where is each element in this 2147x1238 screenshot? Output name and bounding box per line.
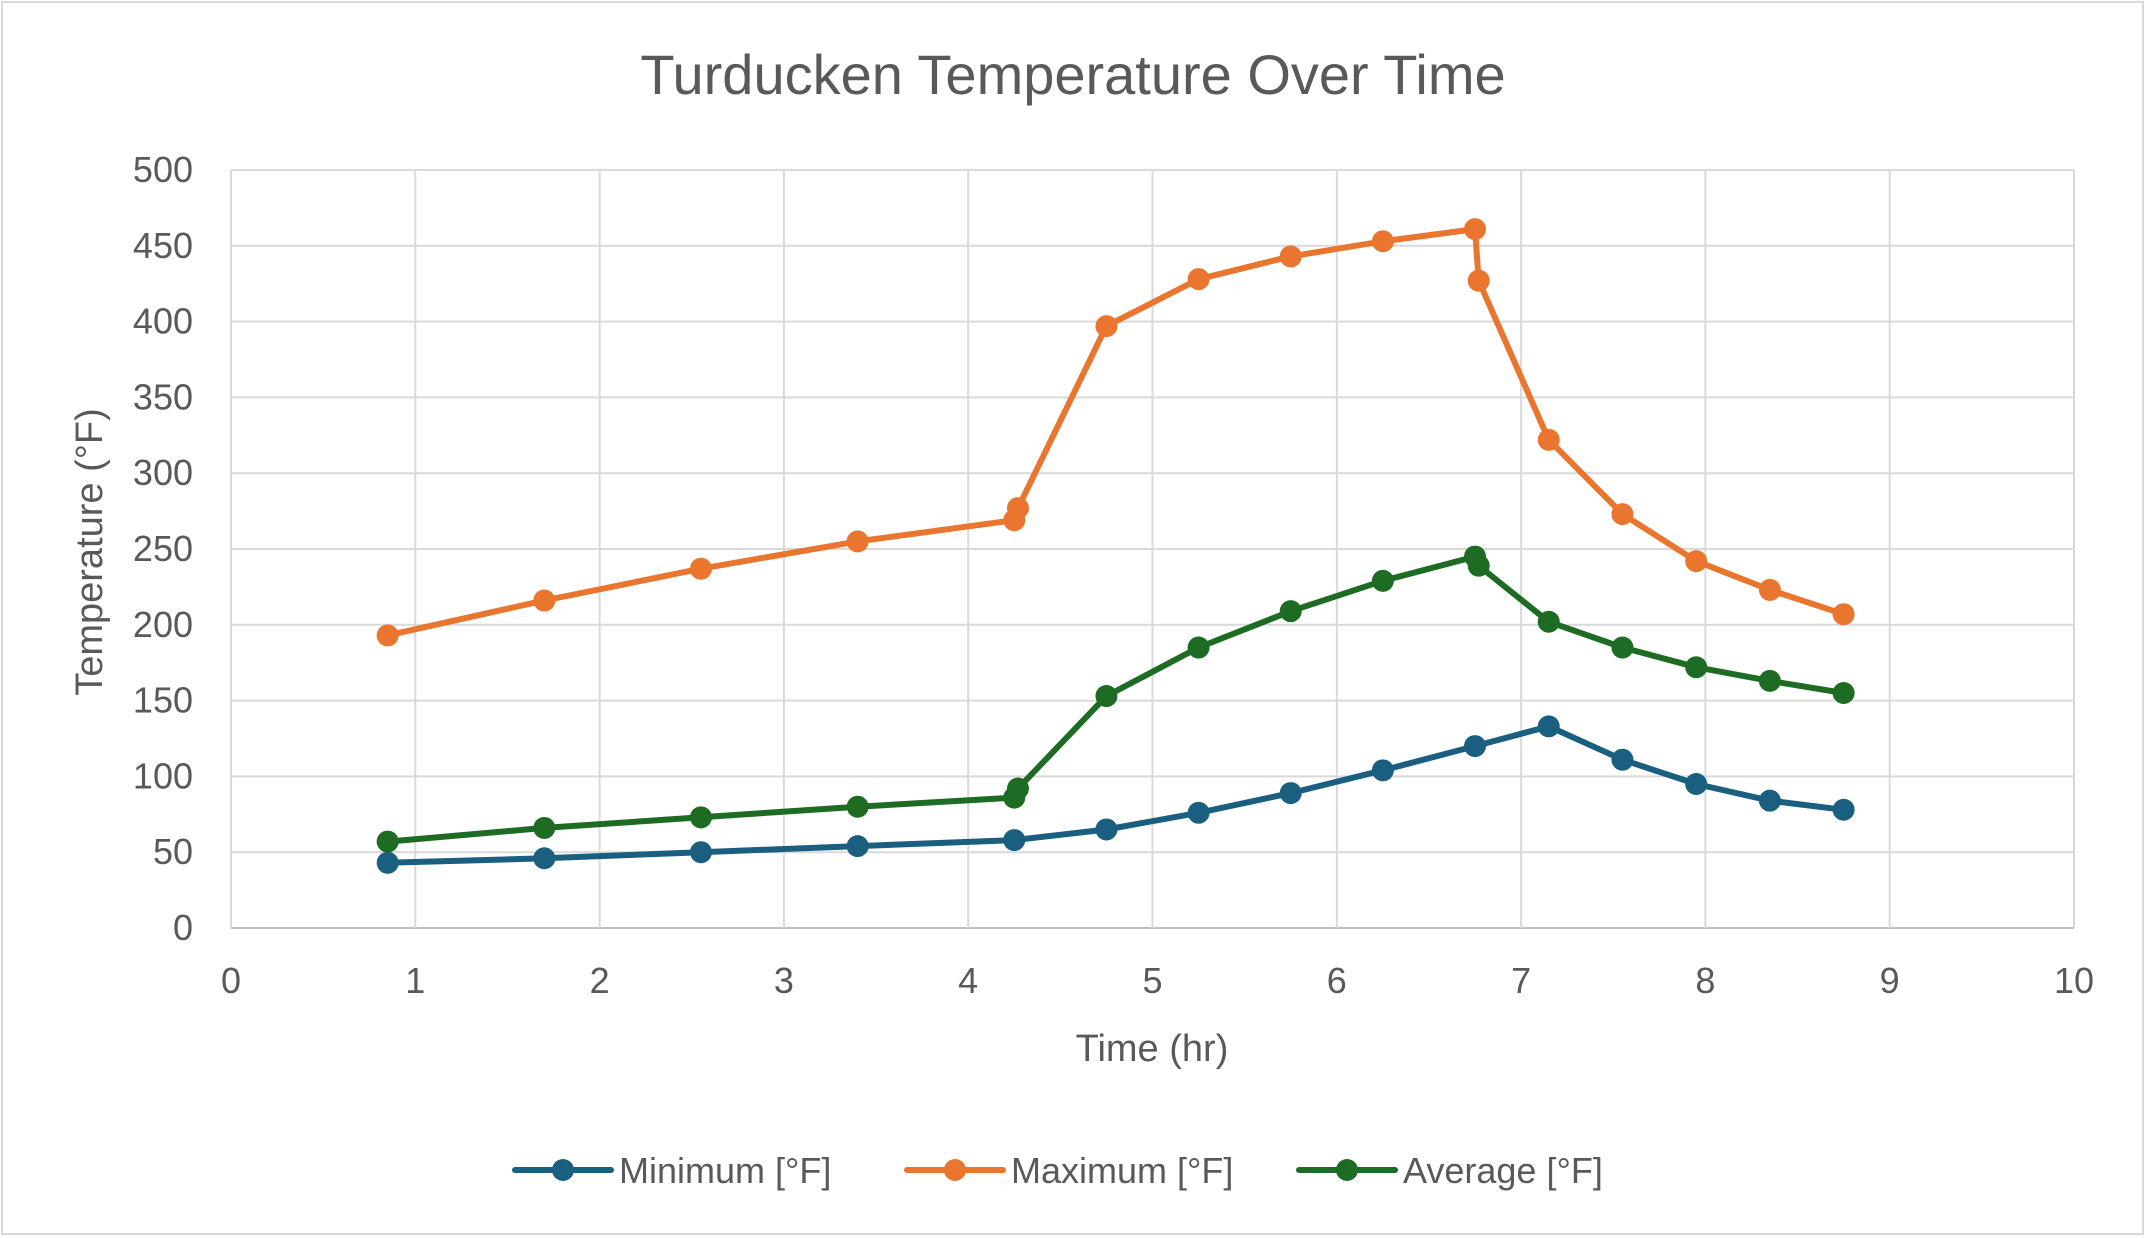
legend-label: Maximum [°F] bbox=[1011, 1150, 1233, 1191]
data-point bbox=[1279, 600, 1302, 623]
data-point bbox=[1095, 818, 1118, 841]
series-line bbox=[384, 226, 1847, 639]
x-tick-label: 9 bbox=[1880, 960, 1900, 1001]
x-tick-label: 10 bbox=[2054, 960, 2094, 1001]
series-layer bbox=[376, 218, 1855, 874]
data-point bbox=[1832, 798, 1855, 821]
y-tick-label: 200 bbox=[133, 604, 193, 645]
data-point bbox=[1095, 685, 1118, 708]
gridlines bbox=[230, 169, 2075, 929]
data-point bbox=[533, 589, 556, 612]
x-axis-tick-labels: 0 1 2 3 4 5 6 7 8 9 10 bbox=[221, 960, 2094, 1001]
data-point bbox=[1611, 503, 1634, 526]
data-point bbox=[1187, 268, 1210, 291]
data-point bbox=[1279, 245, 1302, 268]
data-point bbox=[1537, 428, 1560, 451]
data-point bbox=[533, 816, 556, 839]
legend-marker bbox=[944, 1159, 966, 1181]
data-point bbox=[1003, 829, 1026, 852]
x-tick-label: 7 bbox=[1511, 960, 1531, 1001]
y-tick-label: 350 bbox=[133, 376, 193, 417]
y-tick-label: 400 bbox=[133, 301, 193, 342]
data-point bbox=[1685, 772, 1708, 795]
y-tick-label: 450 bbox=[133, 225, 193, 266]
x-tick-label: 2 bbox=[590, 960, 610, 1001]
legend-label: Minimum [°F] bbox=[619, 1150, 831, 1191]
legend: Minimum [°F] Maximum [°F] Average [°F] bbox=[512, 1150, 1603, 1191]
y-axis-title: Temperature (°F) bbox=[69, 408, 111, 696]
data-point bbox=[1467, 554, 1490, 577]
x-tick-label: 5 bbox=[1142, 960, 1162, 1001]
series-line bbox=[384, 723, 1847, 866]
series-2 bbox=[376, 545, 1855, 853]
y-tick-label: 300 bbox=[133, 452, 193, 493]
data-point bbox=[1464, 218, 1487, 241]
legend-item: Maximum [°F] bbox=[904, 1150, 1233, 1191]
data-point bbox=[1371, 759, 1394, 782]
data-point bbox=[1006, 497, 1029, 520]
series-1 bbox=[376, 218, 1855, 647]
data-point bbox=[1758, 578, 1781, 601]
series-0 bbox=[376, 715, 1855, 874]
legend-marker bbox=[1336, 1159, 1358, 1181]
data-point bbox=[1187, 636, 1210, 659]
data-point bbox=[689, 806, 712, 829]
data-point bbox=[1685, 656, 1708, 679]
x-tick-label: 6 bbox=[1327, 960, 1347, 1001]
data-point bbox=[533, 847, 556, 870]
data-point bbox=[1537, 610, 1560, 633]
data-point bbox=[1279, 782, 1302, 805]
x-tick-label: 4 bbox=[958, 960, 978, 1001]
legend-item: Minimum [°F] bbox=[512, 1150, 831, 1191]
data-point bbox=[1187, 801, 1210, 824]
legend-marker bbox=[552, 1159, 574, 1181]
data-point bbox=[1685, 550, 1708, 573]
legend-label: Average [°F] bbox=[1403, 1150, 1603, 1191]
data-point bbox=[1006, 777, 1029, 800]
data-point bbox=[1371, 230, 1394, 253]
chart-title: Turducken Temperature Over Time bbox=[640, 43, 1505, 106]
data-point bbox=[1371, 569, 1394, 592]
data-point bbox=[1467, 269, 1490, 292]
x-tick-label: 1 bbox=[405, 960, 425, 1001]
data-point bbox=[376, 624, 399, 647]
y-axis-tick-labels: 0 50 100 150 200 250 300 350 400 450 500 bbox=[133, 149, 193, 948]
data-point bbox=[1758, 789, 1781, 812]
data-point bbox=[1464, 735, 1487, 758]
data-point bbox=[1537, 715, 1560, 738]
data-point bbox=[1095, 315, 1118, 338]
data-point bbox=[1611, 636, 1634, 659]
y-tick-label: 100 bbox=[133, 755, 193, 796]
x-tick-label: 3 bbox=[774, 960, 794, 1001]
x-axis-title: Time (hr) bbox=[1076, 1028, 1229, 1070]
legend-item: Average [°F] bbox=[1296, 1150, 1603, 1191]
data-point bbox=[689, 841, 712, 864]
y-tick-label: 0 bbox=[173, 907, 193, 948]
y-tick-label: 150 bbox=[133, 680, 193, 721]
data-point bbox=[1832, 603, 1855, 626]
data-point bbox=[846, 530, 869, 553]
data-point bbox=[846, 835, 869, 858]
data-point bbox=[376, 851, 399, 874]
data-point bbox=[1832, 682, 1855, 705]
data-point bbox=[1611, 748, 1634, 771]
data-point bbox=[689, 557, 712, 580]
y-tick-label: 500 bbox=[133, 149, 193, 190]
x-tick-label: 8 bbox=[1695, 960, 1715, 1001]
y-tick-label: 250 bbox=[133, 528, 193, 569]
x-tick-label: 0 bbox=[221, 960, 241, 1001]
data-point bbox=[376, 830, 399, 853]
y-tick-label: 50 bbox=[153, 831, 193, 872]
data-point bbox=[846, 795, 869, 818]
data-point bbox=[1758, 669, 1781, 692]
